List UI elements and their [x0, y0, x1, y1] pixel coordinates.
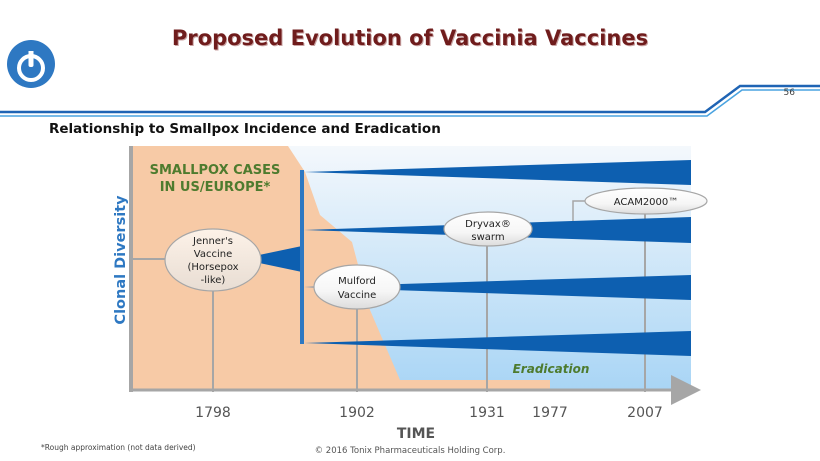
- year-label-1798: 1798: [195, 405, 231, 421]
- diversification-bar: [300, 170, 304, 344]
- eradication-label: Eradication: [513, 362, 590, 376]
- jenner-vaccine-bubble: Jenner's Vaccine (Horsepox -like): [164, 228, 262, 292]
- jenner-label-line3: (Horsepox: [187, 262, 238, 273]
- mulford-vaccine-bubble: Mulford Vaccine: [313, 264, 401, 310]
- acam2000-label: ACAM2000™: [614, 197, 679, 208]
- mulford-label-line1: Mulford: [338, 276, 376, 287]
- year-label-1977: 1977: [532, 405, 568, 421]
- year-label-2007: 2007: [627, 405, 663, 421]
- dryvax-label-line1: Dryvax®: [465, 219, 511, 230]
- acam2000-bubble: ACAM2000™: [584, 187, 708, 215]
- lineage-wedge-1: [304, 160, 691, 185]
- footnote: *Rough approximation (not data derived): [41, 443, 196, 452]
- header-divider: [0, 84, 820, 117]
- page-title: Proposed Evolution of Vaccinia Vaccines: [172, 26, 648, 50]
- jenner-label-line4: -like): [201, 275, 226, 286]
- page-number: 56: [784, 88, 796, 98]
- lineage-wedge-3: [304, 275, 691, 300]
- year-label-1931: 1931: [469, 405, 505, 421]
- copyright: © 2016 Tonix Pharmaceuticals Holding Cor…: [315, 446, 506, 456]
- power-icon: [7, 40, 55, 88]
- dryvax-label-line2: swarm: [471, 232, 504, 243]
- y-axis-label: Clonal Diversity: [113, 195, 129, 325]
- x-axis-label: TIME: [397, 426, 435, 442]
- smallpox-cases-label-line1: SMALLPOX CASES: [150, 163, 281, 178]
- dryvax-swarm-bubble: Dryvax® swarm: [443, 211, 533, 247]
- jenner-label-line1: Jenner's: [192, 236, 233, 247]
- year-drop-lines: [212, 212, 646, 392]
- section-subtitle: Relationship to Smallpox Incidence and E…: [49, 121, 441, 137]
- year-label-1902: 1902: [339, 405, 375, 421]
- mulford-label-line2: Vaccine: [338, 290, 376, 301]
- jenner-label-line2: Vaccine: [194, 249, 232, 260]
- smallpox-cases-label-line2: IN US/EUROPE*: [160, 180, 271, 195]
- lineage-wedge-4: [304, 331, 691, 356]
- jenner-lineage-wedge: [240, 246, 302, 272]
- page-title-shadow: Proposed Evolution of Vaccinia Vaccines: [173, 27, 649, 51]
- acam-connector: [572, 200, 585, 221]
